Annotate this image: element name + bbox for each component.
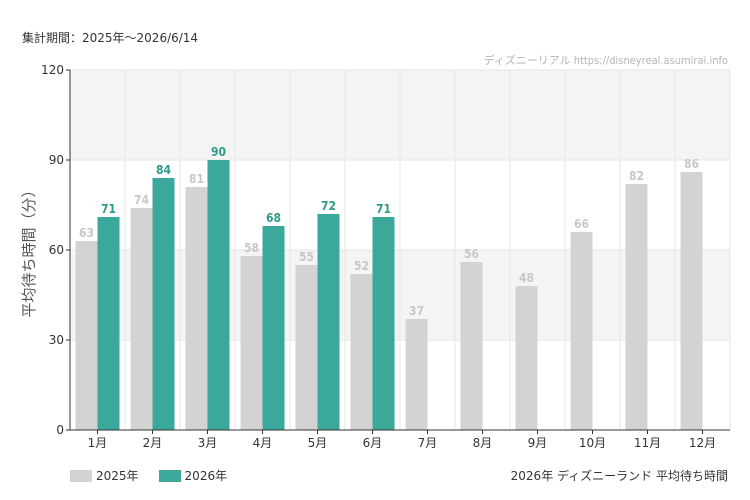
y-tick-label: 30 xyxy=(49,333,64,347)
bar-2025年-9月 xyxy=(515,286,538,430)
data-label: 82 xyxy=(629,169,644,183)
x-tick-label: 9月 xyxy=(528,436,548,450)
y-axis-title: 平均待ち時間（分） xyxy=(20,182,38,317)
legend-label-2025: 2025年 xyxy=(96,469,139,483)
period-label: 集計期間：2025年～2026/6/14 xyxy=(22,31,199,45)
bar-2025年-11月 xyxy=(625,184,648,430)
bar-2026年-1月 xyxy=(97,217,120,430)
data-label: 48 xyxy=(519,271,534,285)
bar-2025年-4月 xyxy=(240,256,263,430)
bar-2025年-7月 xyxy=(405,319,428,430)
y-tick-label: 90 xyxy=(49,153,64,167)
legend: 2025年 2026年 xyxy=(70,467,227,484)
x-tick-label: 4月 xyxy=(253,436,273,450)
bar-2025年-6月 xyxy=(350,274,373,430)
data-label: 37 xyxy=(409,304,424,318)
bar-2026年-5月 xyxy=(317,214,340,430)
x-tick-label: 1月 xyxy=(88,436,108,450)
data-label: 81 xyxy=(189,172,204,186)
bar-2025年-1月 xyxy=(75,241,98,430)
x-tick-label: 12月 xyxy=(689,436,716,450)
x-tick-label: 11月 xyxy=(634,436,661,450)
y-tick-label: 60 xyxy=(49,243,64,257)
data-label: 71 xyxy=(101,202,116,216)
data-label: 52 xyxy=(354,259,369,273)
legend-item-2026[interactable]: 2026年 xyxy=(158,467,228,484)
bar-2025年-5月 xyxy=(295,265,318,430)
bar-2025年-10月 xyxy=(570,232,593,430)
data-label: 56 xyxy=(464,247,479,261)
data-label: 63 xyxy=(79,226,94,240)
bar-2026年-6月 xyxy=(372,217,395,430)
y-tick-label: 120 xyxy=(41,63,64,77)
bar-2026年-4月 xyxy=(262,226,285,430)
legend-swatch-2026 xyxy=(158,469,181,482)
x-tick-label: 5月 xyxy=(308,436,328,450)
bar-2025年-3月 xyxy=(185,187,208,430)
x-tick-label: 8月 xyxy=(473,436,493,450)
bar-2025年-8月 xyxy=(460,262,483,430)
data-label: 84 xyxy=(156,163,172,177)
watermark-text: ディズニーリアル https://disneyreal.asumirai.inf… xyxy=(483,54,728,67)
data-label: 86 xyxy=(684,157,699,171)
data-label: 74 xyxy=(134,193,150,207)
x-tick-label: 7月 xyxy=(418,436,438,450)
data-label: 90 xyxy=(211,145,226,159)
bar-2025年-2月 xyxy=(130,208,153,430)
y-tick-label: 0 xyxy=(56,423,64,437)
x-tick-label: 3月 xyxy=(198,436,218,450)
legend-label-2026: 2026年 xyxy=(184,469,228,483)
bar-2026年-2月 xyxy=(152,178,175,430)
data-label: 68 xyxy=(266,211,281,225)
data-label: 71 xyxy=(376,202,391,216)
data-label: 58 xyxy=(244,241,259,255)
data-label: 66 xyxy=(574,217,589,231)
bar-2025年-12月 xyxy=(680,172,703,430)
x-tick-label: 10月 xyxy=(579,436,606,450)
data-label: 72 xyxy=(321,199,336,213)
legend-swatch-2025 xyxy=(70,469,92,482)
data-label: 55 xyxy=(299,250,314,264)
x-tick-label: 6月 xyxy=(363,436,383,450)
legend-item-2025[interactable]: 2025年 xyxy=(70,467,139,484)
chart-footer-title: 2026年 ディズニーランド 平均待ち時間 xyxy=(510,469,728,483)
bar-2026年-3月 xyxy=(207,160,230,430)
x-tick-label: 2月 xyxy=(143,436,163,450)
